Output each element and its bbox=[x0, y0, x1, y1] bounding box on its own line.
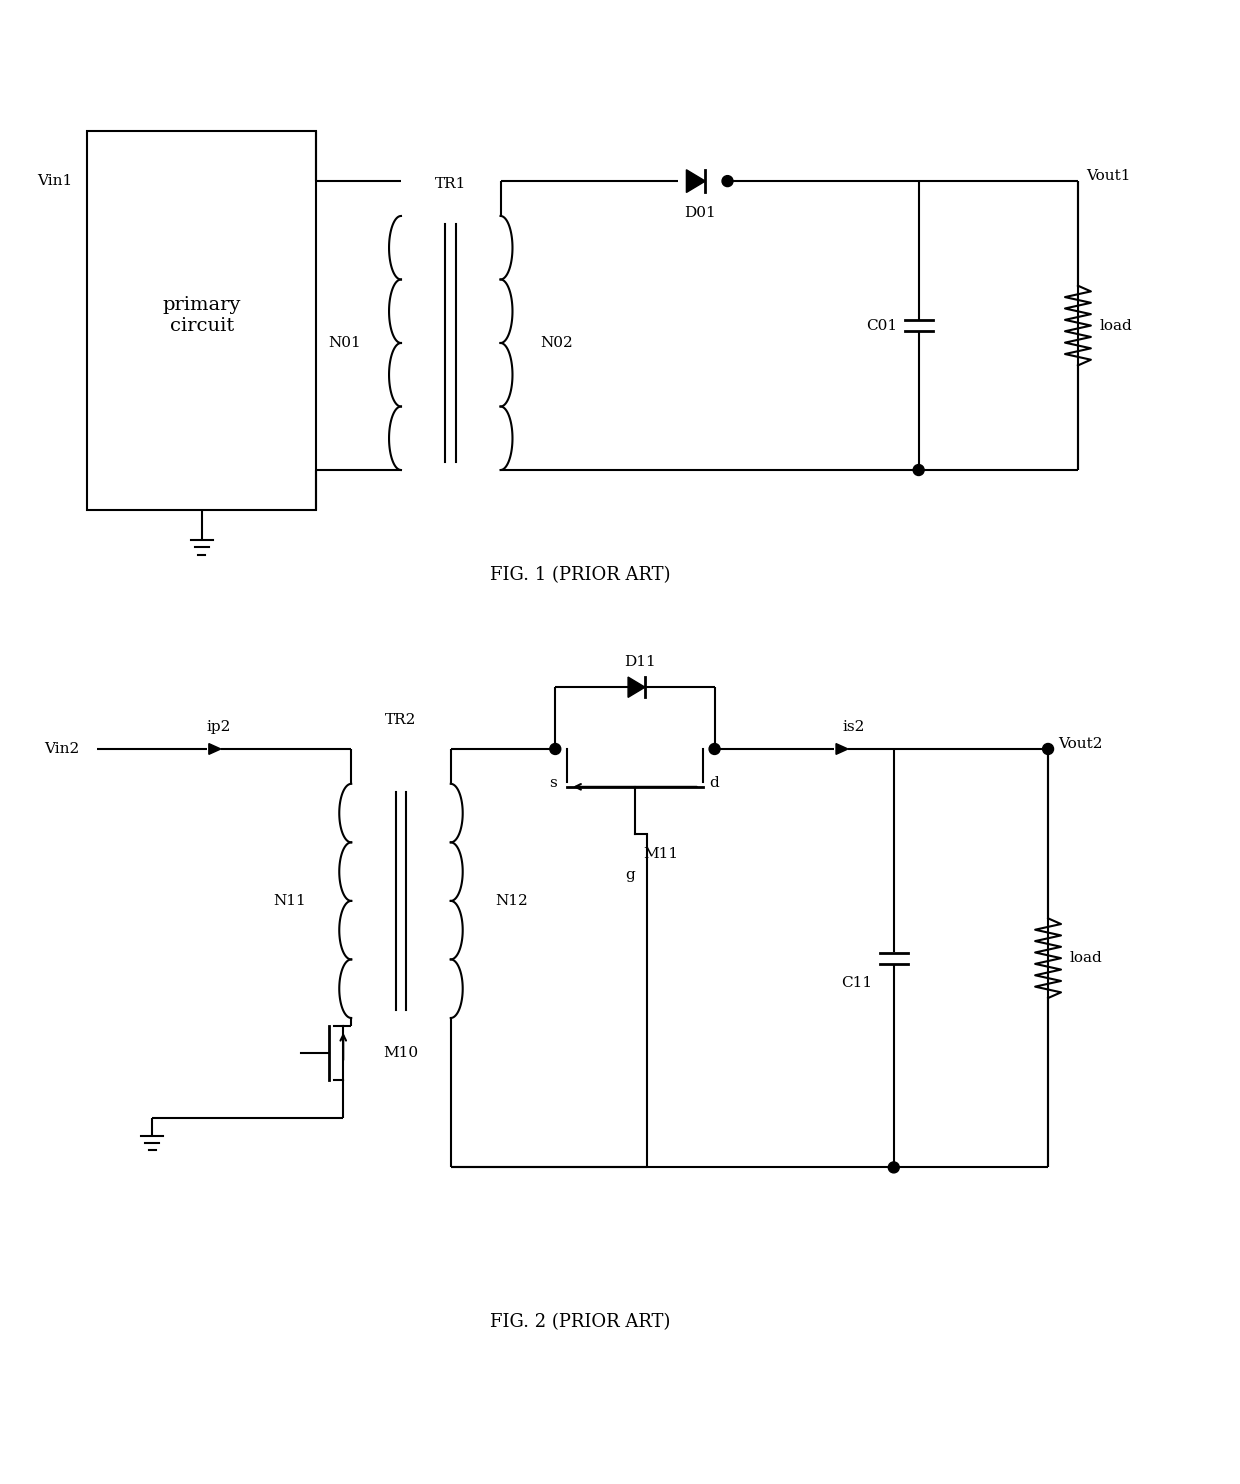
Text: FIG. 2 (PRIOR ART): FIG. 2 (PRIOR ART) bbox=[490, 1313, 671, 1331]
Text: TR2: TR2 bbox=[386, 712, 417, 727]
Text: D11: D11 bbox=[624, 656, 656, 669]
Text: Vout2: Vout2 bbox=[1058, 738, 1102, 751]
Text: M11: M11 bbox=[642, 846, 678, 861]
Text: N12: N12 bbox=[496, 893, 528, 908]
Text: C11: C11 bbox=[841, 976, 872, 990]
Circle shape bbox=[913, 464, 924, 475]
Text: s: s bbox=[549, 776, 557, 789]
Circle shape bbox=[709, 743, 720, 754]
Text: N02: N02 bbox=[541, 335, 573, 350]
Bar bbox=[87, 131, 316, 510]
Text: Vin2: Vin2 bbox=[45, 742, 79, 755]
Polygon shape bbox=[629, 677, 645, 697]
Text: Vout1: Vout1 bbox=[1086, 169, 1131, 183]
Text: d: d bbox=[709, 776, 719, 789]
Polygon shape bbox=[208, 743, 221, 754]
Text: primary
circuit: primary circuit bbox=[162, 297, 241, 335]
Circle shape bbox=[888, 1162, 899, 1172]
Text: load: load bbox=[1070, 951, 1102, 965]
Text: load: load bbox=[1100, 319, 1132, 332]
Polygon shape bbox=[687, 169, 706, 193]
Text: g: g bbox=[625, 868, 635, 883]
Text: is2: is2 bbox=[842, 720, 864, 735]
Text: FIG. 1 (PRIOR ART): FIG. 1 (PRIOR ART) bbox=[490, 565, 671, 583]
Text: Vin1: Vin1 bbox=[37, 174, 73, 188]
Circle shape bbox=[1043, 743, 1054, 754]
Circle shape bbox=[549, 743, 560, 754]
Polygon shape bbox=[836, 743, 848, 754]
Text: N11: N11 bbox=[274, 893, 306, 908]
Circle shape bbox=[722, 175, 733, 187]
Text: D01: D01 bbox=[683, 206, 715, 220]
Text: ip2: ip2 bbox=[207, 720, 231, 735]
Text: M10: M10 bbox=[383, 1046, 418, 1060]
Text: C01: C01 bbox=[866, 319, 897, 332]
Text: TR1: TR1 bbox=[435, 177, 466, 191]
Text: N01: N01 bbox=[329, 335, 361, 350]
